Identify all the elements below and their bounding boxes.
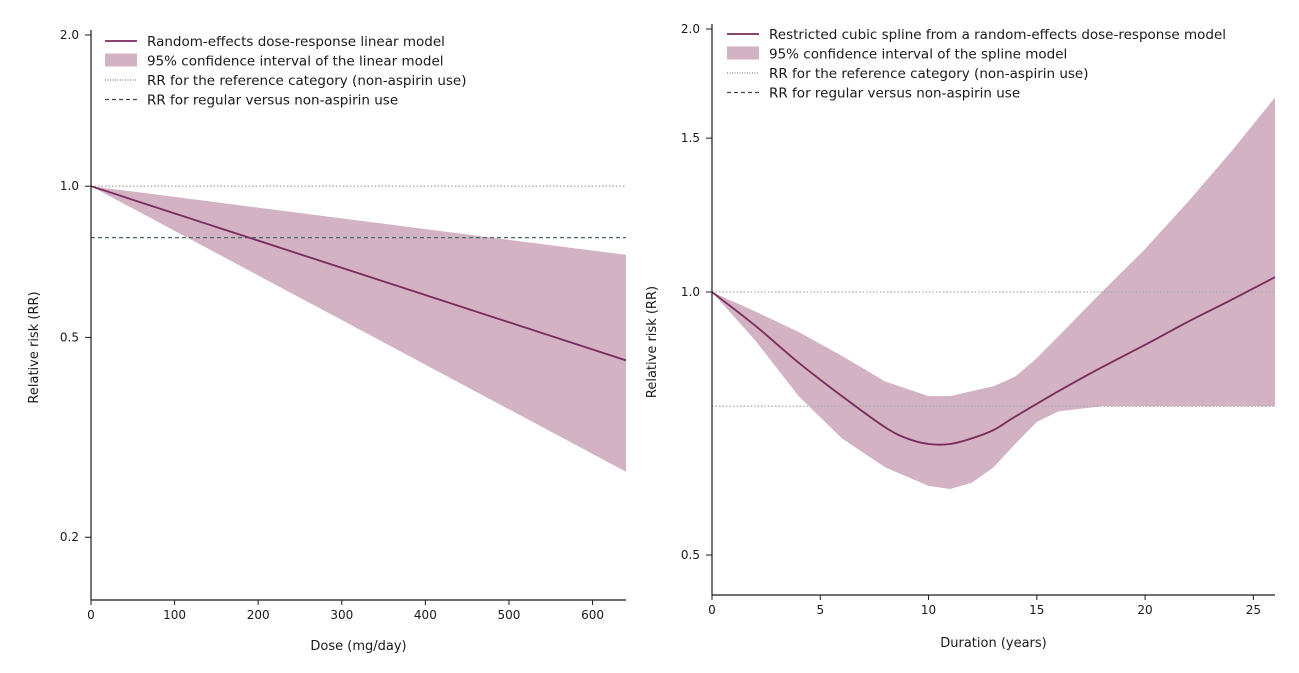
legend-swatch-band: [727, 46, 759, 60]
x-axis-title: Dose (mg/day): [310, 639, 406, 654]
x-tick-label: 500: [498, 608, 521, 622]
x-axis-title: Duration (years): [940, 636, 1047, 651]
x-tick-label: 200: [247, 608, 270, 622]
legend-label: 95% confidence interval of the linear mo…: [147, 54, 444, 70]
legend-label: 95% confidence interval of the spline mo…: [769, 47, 1067, 63]
confidence-band: [91, 186, 626, 472]
y-tick-label: 1.0: [681, 285, 700, 299]
confidence-band: [712, 97, 1275, 490]
model-line: [711, 276, 1276, 446]
x-tick-label: 5: [816, 603, 824, 617]
x-tick-label: 10: [921, 603, 936, 617]
legend: Random-effects dose-response linear mode…: [105, 34, 467, 109]
x-tick-label: 20: [1137, 603, 1152, 617]
chart-2: 0 5 10 15 20 25 0.5 1.0 1.5 2.0 Duration (years) Re…: [645, 22, 1276, 651]
legend-label: RR for regular versus non-aspirin use: [769, 86, 1020, 102]
x-tick-label: 25: [1246, 603, 1261, 617]
legend-label: RR for the reference category (non-aspir…: [769, 66, 1089, 82]
legend-label: RR for the reference category (non-aspir…: [147, 73, 467, 89]
x-tick-label: 100: [163, 608, 186, 622]
x-tick-label: 600: [581, 608, 604, 622]
model-line: [90, 185, 627, 362]
legend-label: RR for regular versus non-aspirin use: [147, 93, 398, 109]
x-tick-label: 0: [87, 608, 95, 622]
y-axis-title: Relative risk (RR): [27, 291, 42, 403]
y-tick-label: 2.0: [681, 22, 700, 36]
legend-label: Restricted cubic spline from a random-ef…: [769, 27, 1226, 43]
y-tick-label: 1.0: [60, 179, 79, 193]
x-tick-label: 300: [330, 608, 353, 622]
y-tick-label: 0.2: [60, 530, 79, 544]
y-tick-label: 1.5: [681, 131, 700, 145]
y-tick-label: 2.0: [60, 28, 79, 42]
legend-swatch-band: [105, 53, 137, 67]
y-tick-label: 0.5: [60, 330, 79, 344]
x-tick-label: 400: [414, 608, 437, 622]
y-tick-label: 0.5: [681, 548, 700, 562]
x-tick-label: 0: [708, 603, 716, 617]
legend-label: Random-effects dose-response linear mode…: [147, 34, 445, 50]
legend: Restricted cubic spline from a random-ef…: [727, 27, 1226, 102]
y-axis-title: Relative risk (RR): [645, 286, 660, 398]
chart-1: 0 100 200 300 400 500 600 0.2 0.5 1.0 2.0 Dose (mg/…: [27, 28, 627, 654]
x-tick-label: 15: [1029, 603, 1044, 617]
